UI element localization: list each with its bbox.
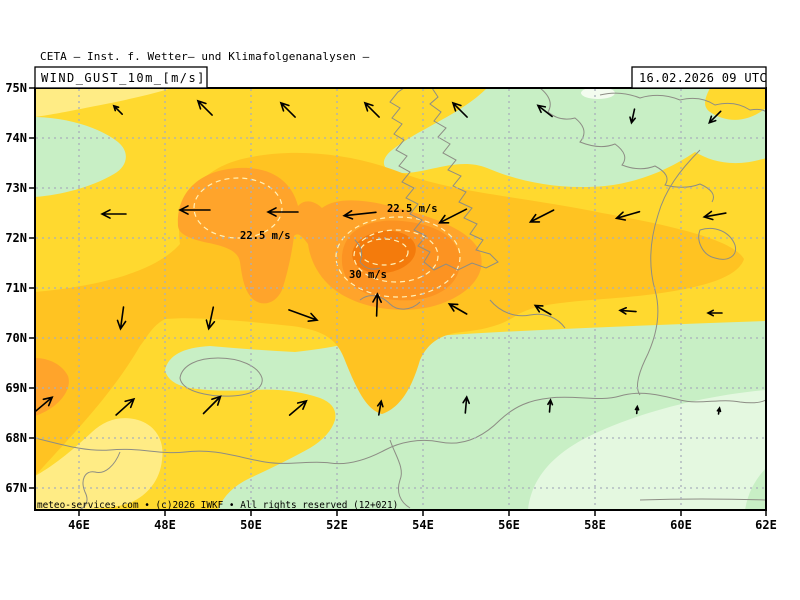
wind-arrow [708, 110, 722, 124]
wind-arrow [547, 398, 554, 413]
fill-orange-west-edge [36, 358, 69, 416]
dashed-contours [193, 177, 461, 298]
wind-arrow [702, 210, 727, 221]
wind-arrow [614, 210, 641, 221]
datetime-box [631, 66, 767, 89]
axis-ticks-labels: 75N 74N 73N 72N 71N 70N 69N 68N 67N 46E 48E 50E 52E 5… [5, 81, 777, 532]
wind-arrow [202, 395, 222, 415]
wind-arrow [342, 210, 377, 220]
wind-arrow [100, 209, 127, 219]
lat-tick-label: 68N [5, 431, 27, 445]
wind-arrow [462, 395, 470, 414]
lat-tick-label: 75N [5, 81, 27, 95]
coastlines [36, 89, 765, 509]
graticule-grid [36, 89, 765, 509]
contour-fill-layer: 22.5 m/s 22.5 m/s 30 m/s meteo-services.… [36, 89, 765, 511]
lat-tick-label: 69N [5, 381, 27, 395]
wind-arrow [528, 209, 555, 223]
lon-tick-label: 46E [68, 518, 90, 532]
wind-arrow [363, 101, 380, 118]
wind-arrow [288, 309, 319, 322]
lat-tick-label: 67N [5, 481, 27, 495]
product-label: WIND_GUST_10m_[m/s] [41, 71, 206, 85]
wind-arrow [266, 207, 299, 217]
lon-tick-label: 48E [154, 518, 176, 532]
lon-tick-label: 56E [498, 518, 520, 532]
lat-tick-label: 73N [5, 181, 27, 195]
wind-arrow [372, 292, 382, 317]
wind-arrow [634, 404, 640, 415]
lat-tick-label: 71N [5, 281, 27, 295]
wind-arrow [451, 101, 468, 118]
run-datetime: 16.02.2026 09 UTC [639, 71, 767, 85]
wind-arrow [115, 397, 136, 416]
wind-arrow [716, 406, 722, 415]
attribution-text: meteo-services.com • (c)2026 IWKF • All … [37, 500, 398, 511]
institute-title: CETA — Inst. f. Wetter— und Klimafolgena… [40, 50, 370, 63]
wind-arrow [205, 306, 216, 331]
wind-arrow [447, 303, 468, 315]
fill-green-pale-se [528, 390, 765, 509]
wind-arrow [279, 101, 296, 118]
wind-arrow [438, 208, 468, 224]
wind-arrow [178, 205, 211, 215]
wind-arrow [196, 99, 213, 116]
wind-arrow [376, 399, 384, 416]
fill-orange-core [352, 230, 416, 274]
wind-arrow [288, 399, 308, 416]
fill-green-white-spot [581, 89, 615, 99]
wind-arrow [533, 304, 552, 316]
gust-label-west: 22.5 m/s [240, 230, 291, 242]
wind-arrow [116, 306, 127, 331]
wind-arrow [706, 309, 723, 317]
wind-arrow [629, 108, 636, 125]
lon-tick-label: 54E [412, 518, 434, 532]
lat-tick-label: 74N [5, 131, 27, 145]
gust-label-max: 30 m/s [349, 269, 387, 281]
product-label-box [34, 66, 208, 89]
fill-green-corner-se [745, 469, 765, 509]
wind-arrow [536, 104, 553, 118]
lon-tick-label: 52E [326, 518, 348, 532]
lon-tick-label: 60E [670, 518, 692, 532]
fill-green-north [383, 89, 765, 188]
fill-pale-yellow-sw [36, 418, 163, 509]
wind-arrow [618, 307, 637, 315]
lat-tick-label: 70N [5, 331, 27, 345]
lon-tick-label: 62E [755, 518, 777, 532]
lon-tick-label: 58E [584, 518, 606, 532]
wind-arrow [36, 396, 54, 412]
lat-tick-label: 72N [5, 231, 27, 245]
lon-tick-label: 50E [240, 518, 262, 532]
wind-arrow-layer [36, 99, 727, 416]
gust-label-center: 22.5 m/s [387, 203, 438, 215]
wind-arrow [112, 104, 123, 115]
fill-pale-yellow-nw [36, 89, 169, 117]
map-frame [34, 87, 767, 511]
fill-green-west [36, 117, 126, 197]
